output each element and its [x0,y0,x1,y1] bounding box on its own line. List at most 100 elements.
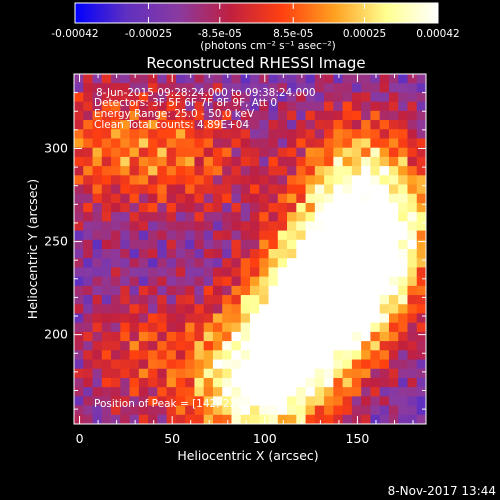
heatmap-cell [259,387,270,397]
heatmap-cell [101,74,112,84]
heatmap-cell [203,138,214,149]
heatmap-cell [370,147,381,158]
heatmap-cell [212,221,223,232]
heatmap-cell [277,175,288,186]
heatmap-cell [398,129,409,140]
heatmap-cell [194,368,205,379]
heatmap-cell [407,285,418,296]
heatmap-cell [222,193,233,204]
heatmap-cell [351,175,362,186]
heatmap-cell [166,313,177,324]
heatmap-cell [398,341,409,351]
heatmap-cell [194,295,205,305]
heatmap-cell [370,92,381,103]
heatmap-cell [351,212,362,222]
heatmap-cell [268,184,279,195]
heatmap-cell [185,110,196,121]
heatmap-cell [398,377,409,388]
heatmap-cell [268,368,279,379]
heatmap-cell [101,175,112,186]
heatmap-cell [212,138,223,149]
heatmap-cell [120,166,131,176]
heatmap-cell [175,276,186,287]
heatmap-cell [324,138,334,149]
heatmap-cell [416,138,426,149]
heatmap-cell [351,101,362,112]
heatmap-cell [277,129,288,140]
heatmap-cell [342,368,353,379]
heatmap-cell [287,212,297,222]
heatmap-cell [259,295,270,305]
heatmap-cell [398,267,409,278]
heatmap-cell [305,276,316,287]
heatmap-cell [185,322,196,333]
heatmap-cell [203,276,214,287]
heatmap-cell [351,202,362,213]
heatmap-cell [185,295,196,305]
heatmap-cell [250,322,260,333]
heatmap-cell [240,221,251,232]
heatmap-cell [342,341,353,351]
heatmap-cell [129,359,140,370]
heatmap-cell [287,166,297,176]
heatmap-cell [148,405,158,416]
heatmap-cell [287,331,297,342]
heatmap-cell [388,249,399,259]
heatmap-cell [175,414,186,424]
heatmap-cell [185,147,196,158]
heatmap-cell [194,414,205,424]
heatmap-cell [92,276,103,287]
heatmap-cell [296,83,307,94]
heatmap-cell [342,239,353,250]
heatmap-cell [268,101,279,112]
heatmap-cell [120,331,131,342]
heatmap-cell [185,156,196,167]
heatmap-cell [268,138,279,149]
heatmap-cell [175,120,186,130]
heatmap-cell [83,267,94,278]
heatmap-cell [194,138,205,149]
heatmap-cell [370,405,381,416]
heatmap-cell [74,212,84,222]
heatmap-cell [398,350,409,361]
heatmap-cell [296,285,307,296]
heatmap-cell [361,304,372,315]
heatmap-cell [314,92,325,103]
colorbar-tick-label: 0.00042 [416,28,459,40]
heatmap-cell [416,341,426,351]
heatmap-cell [92,147,103,158]
heatmap-cell [388,101,399,112]
heatmap-cell [250,175,260,186]
heatmap-cell [388,193,399,204]
heatmap-cell [407,184,418,195]
heatmap-cell [398,156,409,167]
heatmap-cell [379,258,390,269]
heatmap-cell [305,267,316,278]
heatmap-cell [120,322,131,333]
heatmap-cell [370,221,381,232]
heatmap-cell [305,120,316,130]
heatmap-cell [398,120,409,130]
heatmap-cell [111,341,121,351]
heatmap-cell [148,221,158,232]
heatmap-cell [92,285,103,296]
heatmap-cell [175,92,186,103]
heatmap-cell [203,368,214,379]
heatmap-cell [333,350,344,361]
heatmap-cell [166,212,177,222]
heatmap-cell [185,166,196,176]
heatmap-cell [370,267,381,278]
heatmap-cell [83,322,94,333]
heatmap-cell [111,147,121,158]
heatmap-cell [379,313,390,324]
heatmap-cell [379,83,390,94]
heatmap-cell [74,110,84,121]
heatmap-cell [203,166,214,176]
heatmap-cell [296,304,307,315]
heatmap-cell [370,129,381,140]
heatmap-cell [268,285,279,296]
heatmap-cell [92,313,103,324]
heatmap-cell [314,295,325,305]
heatmap-cell [120,285,131,296]
heatmap-cell [416,156,426,167]
